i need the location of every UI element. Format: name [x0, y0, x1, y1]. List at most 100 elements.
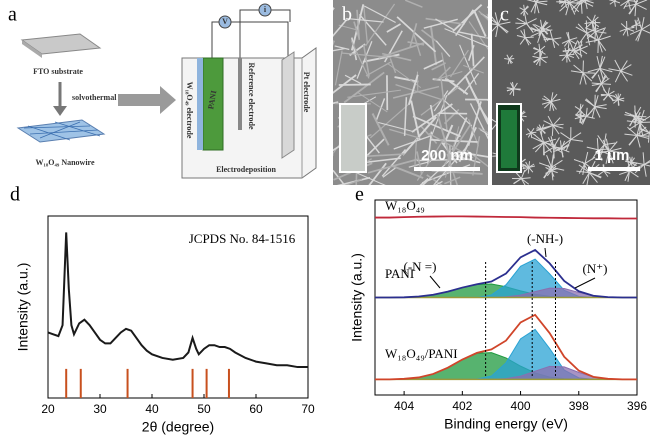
nanostar [627, 126, 638, 136]
nanowire [426, 174, 443, 185]
nanostar [579, 111, 583, 118]
nanostar [539, 50, 544, 59]
nanostar [578, 163, 586, 174]
nanowire [333, 40, 335, 46]
nanostar [642, 152, 645, 165]
nanostar [568, 0, 571, 3]
nanostar [595, 30, 607, 34]
nanostar [631, 24, 637, 28]
nanostar [631, 117, 638, 122]
nanowire [333, 142, 346, 152]
nanostar [524, 12, 528, 24]
nanostar [541, 124, 545, 130]
nanowire [409, 23, 418, 48]
nanostar [599, 67, 613, 73]
nanostar [576, 0, 586, 3]
nanostar [575, 26, 588, 34]
nanowire [446, 153, 459, 185]
nanostar [520, 178, 526, 185]
nanostar [545, 170, 552, 174]
nanowire [394, 76, 419, 83]
nanostar [560, 1, 566, 7]
nanowire [473, 9, 487, 37]
nanowire [341, 52, 390, 58]
nanostar [636, 135, 641, 148]
nanostar [574, 106, 581, 111]
working-label: W₁₈O₄₉ electrode [185, 82, 194, 139]
nanostar [618, 97, 625, 101]
nanostar [568, 40, 574, 51]
nanowire [436, 113, 452, 162]
nanostar [575, 109, 581, 116]
nanostar [580, 115, 587, 118]
nanostar [573, 44, 583, 51]
nanostar [550, 170, 555, 177]
nanostar [530, 132, 533, 139]
x-tick-label: 400 [511, 399, 531, 413]
nanostar [620, 0, 629, 7]
nanowire [467, 81, 480, 103]
nanostar [608, 150, 622, 154]
nanowire [386, 23, 401, 33]
nanowire [407, 41, 425, 46]
x-tick-label: 50 [197, 402, 211, 416]
nanostar [528, 167, 534, 173]
nanostar [628, 135, 638, 146]
spectrum-label: W₁₈O₄₉ [385, 198, 425, 213]
nanostar [569, 37, 578, 41]
nanostar [586, 116, 595, 119]
nanostar [624, 3, 636, 8]
nanostar [608, 0, 615, 2]
nanostar [521, 178, 530, 185]
nanowire [363, 5, 368, 43]
nanowire [365, 61, 392, 77]
nanostar [576, 170, 590, 174]
nanostar [629, 170, 639, 178]
nanostar [509, 58, 515, 60]
nanostar [588, 172, 598, 183]
nanostar [641, 23, 650, 30]
nanowire [389, 58, 397, 74]
nanowire [425, 17, 465, 25]
step-label: solvothermal [72, 93, 117, 102]
nanostar [552, 38, 560, 46]
nanowire [463, 64, 484, 74]
nanostar [541, 27, 551, 31]
ammeter [258, 3, 272, 17]
panel-b: b 200 nm [333, 0, 488, 185]
voltmeter-label: V [222, 17, 228, 26]
nanostar [519, 37, 526, 45]
nanowire [333, 47, 346, 52]
reference-label: Reference electrode [247, 63, 256, 130]
nanowire [457, 30, 488, 39]
nanostar [526, 23, 534, 33]
nanostar [640, 127, 650, 134]
nanostar [566, 53, 575, 56]
nanowire [444, 28, 488, 48]
nanostar [623, 0, 629, 9]
nanostar [550, 164, 553, 171]
nanostar [597, 39, 603, 53]
nanostar [639, 132, 650, 137]
nanostar [594, 27, 599, 41]
nanostar [602, 94, 609, 101]
nanostar [516, 17, 527, 25]
nanowire [407, 74, 419, 106]
scale-bar [588, 167, 640, 171]
nanostar [534, 27, 543, 32]
nanostar [535, 57, 541, 66]
x-tick-label: 40 [145, 402, 159, 416]
peak-label: (-N =) [404, 259, 437, 274]
wire [211, 21, 289, 58]
nanostar [585, 0, 594, 4]
nanowire [433, 71, 463, 81]
nanostar [636, 24, 642, 27]
nanostar [579, 45, 588, 50]
nanowire [343, 71, 385, 104]
nanostar [628, 3, 637, 15]
nanostar [538, 124, 543, 130]
nanowire [333, 7, 335, 11]
x-tick-label: 70 [301, 402, 315, 416]
nanostar [620, 64, 632, 72]
nanostar [522, 164, 530, 168]
